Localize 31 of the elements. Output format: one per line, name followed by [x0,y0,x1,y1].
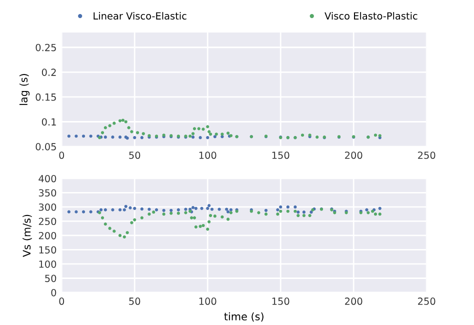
y-axis-title: Vs (m/s) [22,214,32,257]
x-tick-label: 50 [129,152,140,159]
y-tick-label: 50 [45,274,56,282]
x-tick-label: 150 [272,298,290,305]
legend-label: Linear Visco-Elastic [94,12,186,20]
y-tick-label: 200 [38,232,56,240]
x-tick-label: 0 [59,152,64,159]
y-tick-label: 0.25 [36,44,56,52]
y-tick-label: 350 [38,189,56,197]
x-tick-label: 200 [345,298,362,305]
legend-label: Visco Elasto-Plastic [324,12,418,20]
y-tick-label: 0 [51,288,56,296]
y-tick-label: 400 [38,174,56,182]
x-tick-label: 100 [199,152,216,159]
y-axis-title: lag (s) [19,74,30,105]
x-tick-label: 150 [272,152,290,159]
y-tick-label: 0.05 [36,143,56,150]
x-tick-label: 250 [418,298,436,305]
y-tick-label: 300 [38,203,56,211]
x-tick-label: 100 [199,298,216,305]
y-tick-label: 100 [39,260,56,268]
y-tick-label: 0.2 [42,68,56,76]
x-tick-label: 250 [418,152,436,159]
x-tick-label: 200 [345,152,362,159]
x-tick-label: 0 [59,298,64,305]
x-axis-title: time (s) [224,312,264,322]
y-tick-label: 0.15 [36,93,56,101]
x-tick-label: 50 [129,298,140,305]
y-tick-label: 150 [39,246,56,254]
y-tick-label: 0.1 [42,118,56,126]
y-tick-label: 250 [38,218,56,226]
